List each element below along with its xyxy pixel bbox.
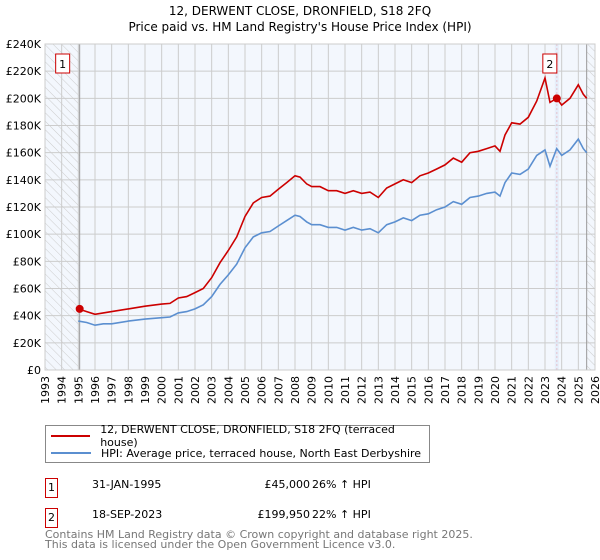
y-tick-label: £0 <box>27 364 41 377</box>
y-tick-label: £80K <box>13 255 42 268</box>
x-tick-label: 2004 <box>222 376 235 404</box>
y-tick-label: £120K <box>6 201 42 214</box>
x-tick-label: 2008 <box>289 376 302 404</box>
x-tick-label: 2006 <box>256 376 269 404</box>
x-tick-label: 1995 <box>72 376 85 404</box>
sale-date: 18-SEP-2023 <box>92 508 163 521</box>
x-tick-label: 1994 <box>56 376 69 404</box>
y-tick-label: £140K <box>6 174 42 187</box>
sale-row: 2 18-SEP-2023 £199,950 22% ↑ HPI <box>45 505 445 528</box>
footer: Contains HM Land Registry data © Crown c… <box>45 528 473 551</box>
x-tick-label: 2016 <box>422 376 435 404</box>
x-tick-label: 2021 <box>506 376 519 404</box>
y-tick-label: £180K <box>6 120 42 133</box>
x-tick-label: 2005 <box>239 376 252 404</box>
y-tick-label: £20K <box>13 337 42 350</box>
y-tick-label: £200K <box>6 92 42 105</box>
sale-label-box-1 <box>55 53 71 74</box>
x-tick-label: 2022 <box>522 376 535 404</box>
sale-label-2: 2 <box>546 58 553 71</box>
legend-swatch-red <box>51 435 91 437</box>
hpi-series-line <box>78 137 588 327</box>
x-tick-label: 2000 <box>156 376 169 404</box>
sale-row: 1 31-JAN-1995 £45,000 26% ↑ HPI <box>45 475 445 498</box>
legend-label: 12, DERWENT CLOSE, DRONFIELD, S18 2FQ (t… <box>100 423 395 449</box>
x-tick-label: 2012 <box>356 376 369 404</box>
y-tick-label: £220K <box>6 65 42 78</box>
x-tick-label: 2019 <box>472 376 485 404</box>
y-tick-label: £240K <box>6 38 42 51</box>
footer-licence: This data is licensed under the Open Gov… <box>45 538 396 551</box>
sale-badge: 2 <box>45 508 58 528</box>
x-tick-label: 2018 <box>456 376 469 404</box>
x-tick-label: 2013 <box>372 376 385 404</box>
x-tick-label: 2011 <box>339 376 352 404</box>
legend-label: HPI: Average price, terraced house, Nort… <box>101 446 422 460</box>
property-series-line <box>78 75 588 316</box>
x-tick-label: 1998 <box>122 376 135 404</box>
x-tick-label: 2003 <box>206 376 219 404</box>
sale-hpi: 22% ↑ HPI <box>312 508 371 521</box>
x-tick-label: 2026 <box>589 376 600 404</box>
sale-price: £45,000 <box>264 478 311 491</box>
sale-point-1 <box>75 304 84 313</box>
x-tick-label: 2023 <box>539 376 552 404</box>
legend-item-property: 12, DERWENT CLOSE, DRONFIELD, S18 2FQ (t… <box>51 423 429 449</box>
x-tick-label: 2015 <box>406 376 419 404</box>
x-tick-label: 2014 <box>389 376 402 404</box>
sale-label-box-2 <box>542 53 558 74</box>
sale-point-2 <box>552 94 561 103</box>
price-chart: 12, DERWENT CLOSE, DRONFIELD, S18 2FQ Pr… <box>6 4 600 404</box>
x-tick-label: 2025 <box>572 376 585 404</box>
x-tick-label: 2024 <box>556 376 569 404</box>
sale-price: £199,950 <box>257 508 311 521</box>
x-tick-label: 2001 <box>172 376 185 404</box>
footer-copyright: Contains HM Land Registry data © Crown c… <box>45 528 473 541</box>
x-tick-label: 2002 <box>189 376 202 404</box>
y-tick-label: £40K <box>13 310 42 323</box>
legend-swatch-blue <box>51 452 91 454</box>
x-tick-label: 1996 <box>89 376 102 404</box>
sale-badge: 1 <box>45 478 58 498</box>
y-tick-label: £160K <box>6 147 42 160</box>
x-tick-label: 1997 <box>106 376 119 404</box>
x-tick-label: 2017 <box>439 376 452 404</box>
x-tick-label: 2020 <box>489 376 502 404</box>
plot-border <box>44 43 596 371</box>
sale-2-highlight <box>554 44 559 370</box>
x-tick-label: 2007 <box>272 376 285 404</box>
x-tick-label: 2010 <box>322 376 335 404</box>
chart-title: 12, DERWENT CLOSE, DRONFIELD, S18 2FQ <box>169 4 431 18</box>
x-tick-label: 1993 <box>39 376 52 404</box>
chart-subtitle: Price paid vs. HM Land Registry's House … <box>128 20 471 34</box>
x-tick-label: 2009 <box>306 376 319 404</box>
legend-item-hpi: HPI: Average price, terraced house, Nort… <box>51 446 421 460</box>
sale-hpi: 26% ↑ HPI <box>312 478 371 491</box>
x-tick-label: 1999 <box>139 376 152 404</box>
y-tick-label: £100K <box>6 228 42 241</box>
legend: 12, DERWENT CLOSE, DRONFIELD, S18 2FQ (t… <box>45 423 430 463</box>
y-tick-label: £60K <box>13 283 42 296</box>
sale-date: 31-JAN-1995 <box>92 478 162 491</box>
sale-label-1: 1 <box>59 58 66 71</box>
